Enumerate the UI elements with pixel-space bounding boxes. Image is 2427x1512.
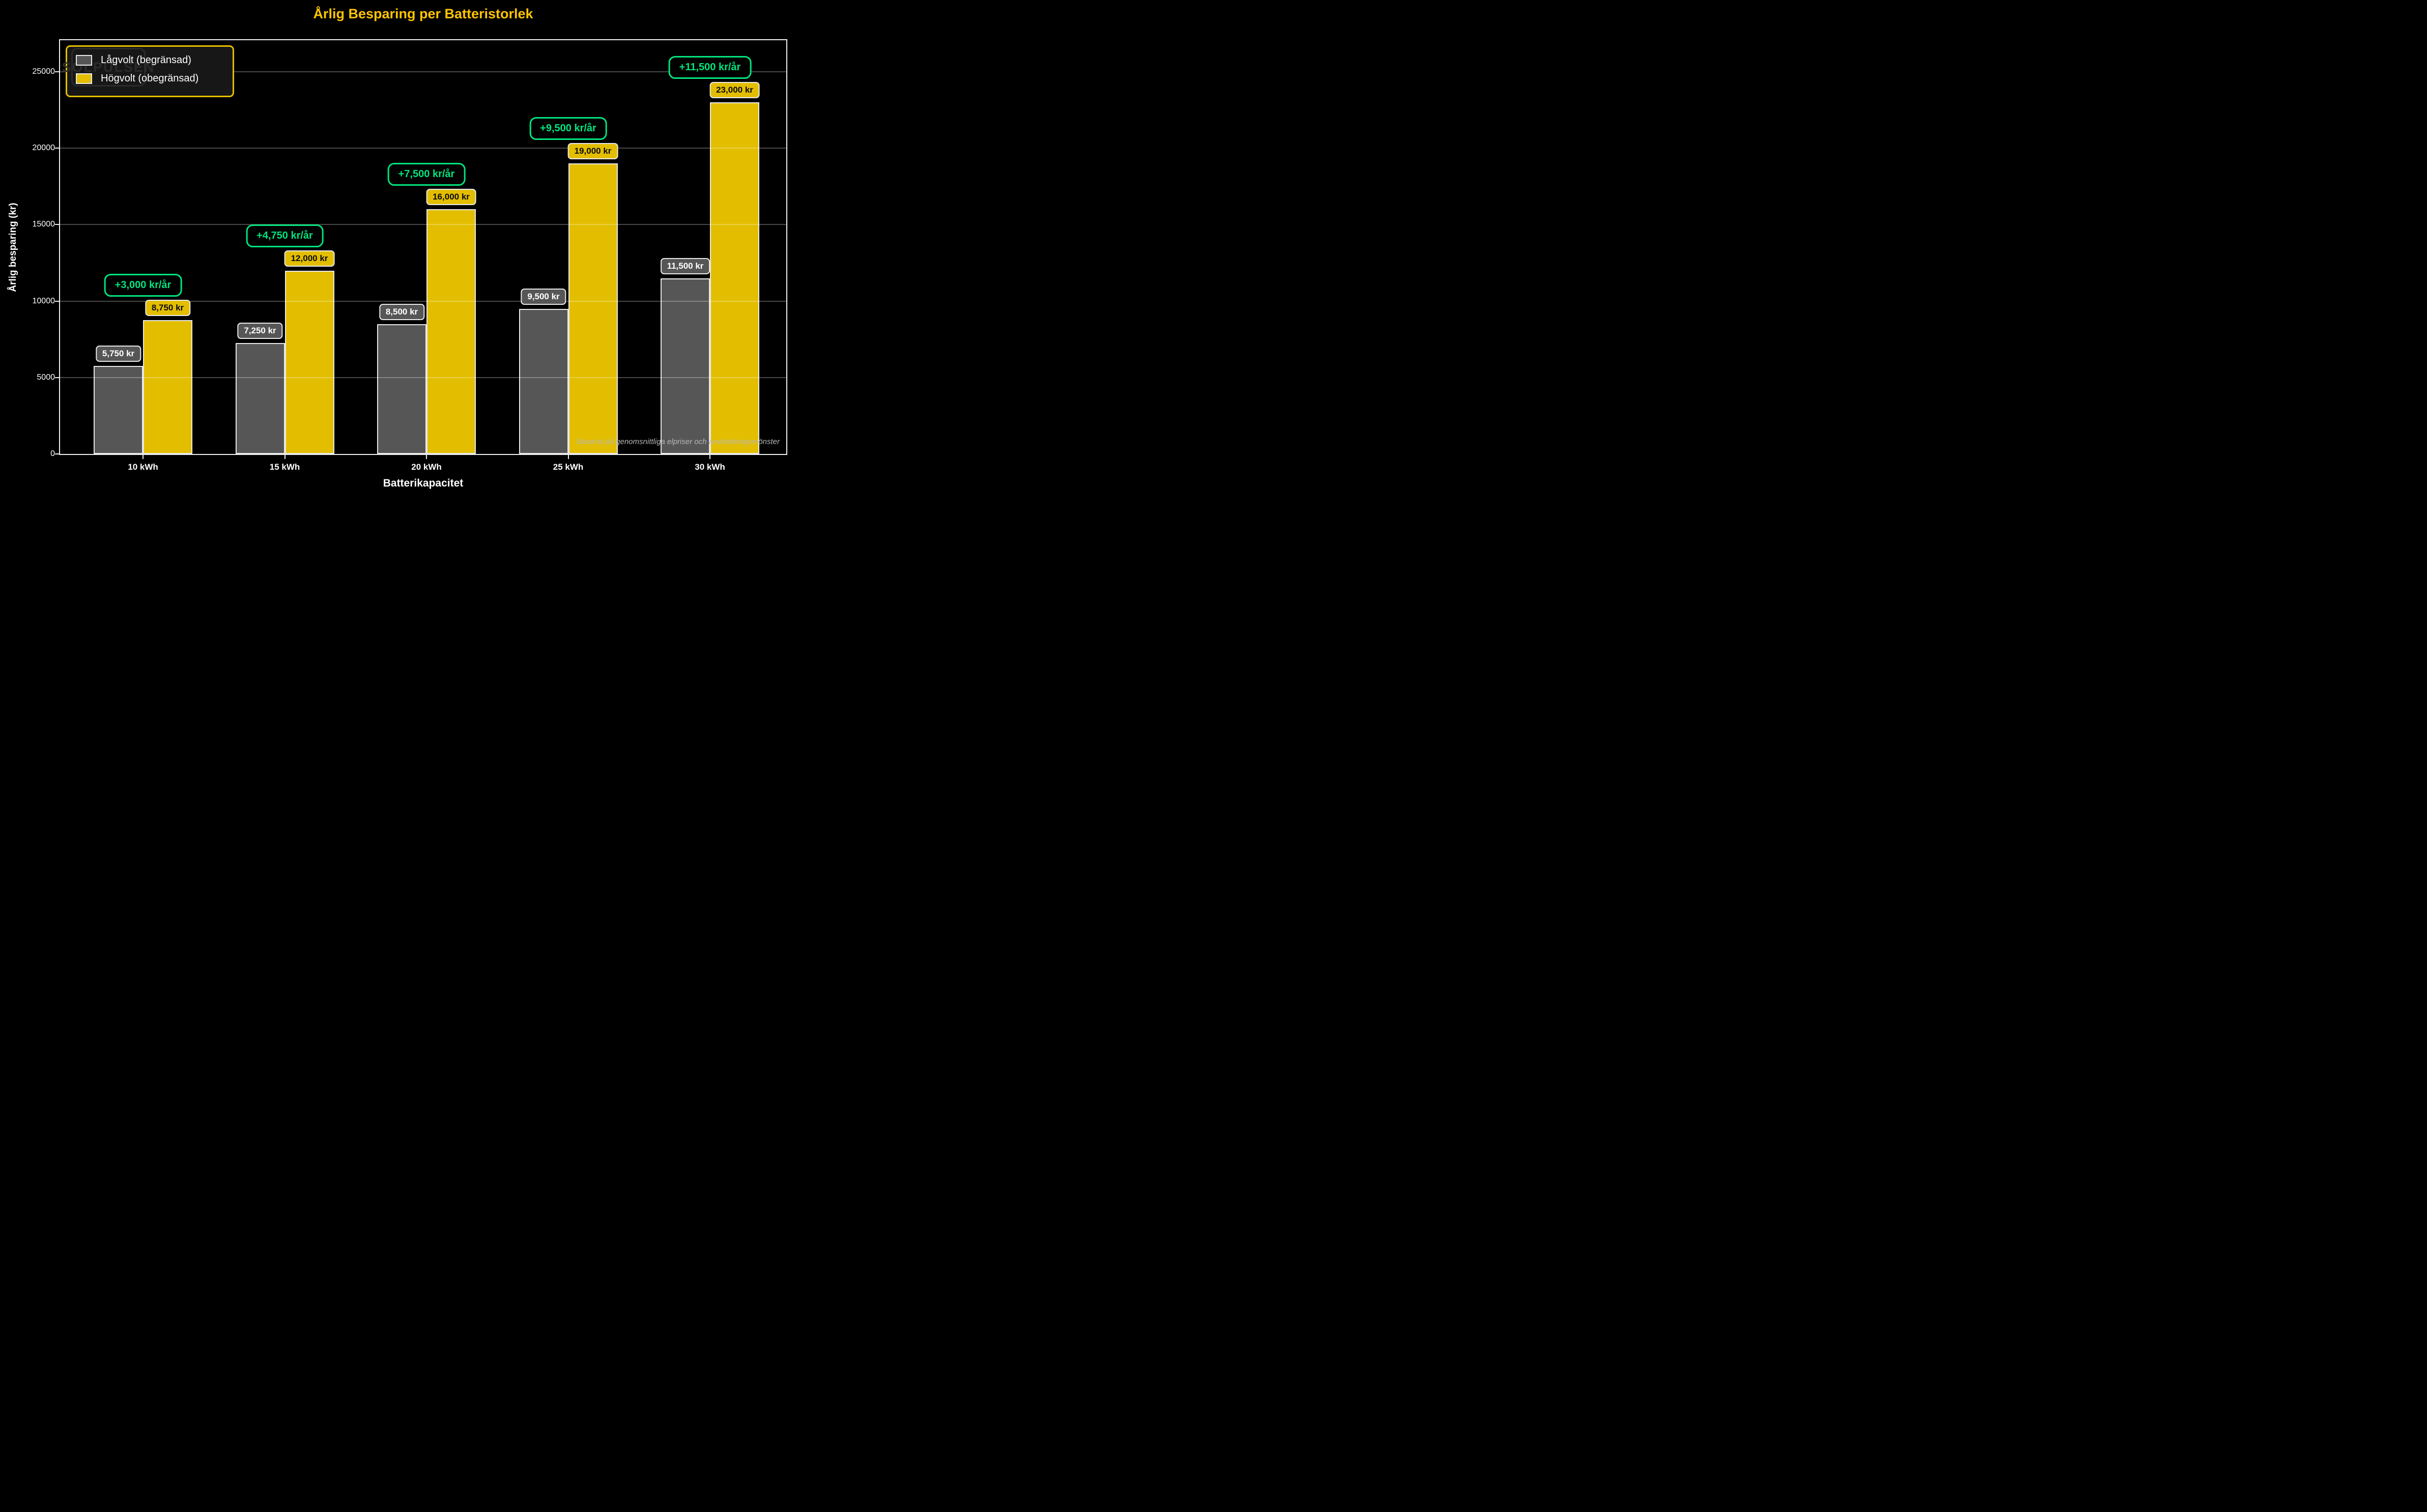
diff-badge: +3,000 kr/år [104,274,182,297]
gridline [60,377,786,378]
y-tick-mark [55,148,59,149]
figure: Årlig Besparing per Batteristorlek Årlig… [0,0,798,497]
value-label-lagvolt: 9,500 kr [521,288,566,305]
value-label-lagvolt: 11,500 kr [660,258,710,274]
bar-lagvolt-20 kWh [377,324,426,454]
legend-swatch-gray [76,55,92,66]
bar-hogvolt-10 kWh [143,320,192,454]
x-tick-mark [709,454,710,459]
value-label-hogvolt: 12,000 kr [284,250,335,267]
bar-lagvolt-15 kWh [235,343,285,454]
x-tick-label: 10 kWh [128,462,158,472]
y-tick-label: 20000 [32,144,55,153]
gridline [60,224,786,225]
legend-label: Lågvolt (begränsad) [101,54,191,66]
legend: Lågvolt (begränsad) Högvolt (obegränsad) [66,45,244,84]
gridline [60,148,786,149]
diff-badge: +7,500 kr/år [387,163,466,186]
gridline [60,71,786,72]
bar-lagvolt-30 kWh [661,278,710,454]
value-label-hogvolt: 8,750 kr [145,300,191,317]
diff-badge: +11,500 kr/år [668,56,752,79]
x-tick-mark [567,454,569,459]
value-label-lagvolt: 5,750 kr [95,346,141,362]
y-tick-label: 25000 [32,67,55,76]
x-tick-label: 30 kWh [695,462,725,472]
value-label-hogvolt: 19,000 kr [567,143,618,160]
bar-hogvolt-25 kWh [568,163,618,454]
value-label-hogvolt: 23,000 kr [709,82,760,99]
y-tick-label: 5000 [37,373,55,382]
x-tick-mark [142,454,144,459]
x-tick-label: 20 kWh [411,462,442,472]
y-tick-mark [55,377,59,378]
diff-badge: +9,500 kr/år [529,117,607,140]
y-axis-label: Årlig besparing (kr) [8,202,18,292]
legend-item-lagvolt: Lågvolt (begränsad) [76,54,244,66]
plot-area [59,39,787,455]
legend-item-hogvolt: Högvolt (obegränsad) [76,73,244,84]
diff-badge: +4,750 kr/år [246,224,324,247]
x-tick-mark [284,454,285,459]
value-label-lagvolt: 7,250 kr [237,323,283,339]
bar-lagvolt-10 kWh [94,366,143,454]
y-tick-label: 10000 [32,296,55,305]
legend-swatch-yellow [76,73,92,84]
gridline [60,300,786,302]
legend-label: Högvolt (obegränsad) [101,73,199,84]
x-tick-mark [426,454,427,459]
value-label-lagvolt: 8,500 kr [379,303,425,320]
bar-hogvolt-20 kWh [426,209,476,454]
bar-hogvolt-30 kWh [710,102,759,454]
value-label-hogvolt: 16,000 kr [426,189,476,206]
y-tick-label: 0 [50,449,55,458]
x-tick-label: 25 kWh [553,462,584,472]
y-tick-mark [55,71,59,72]
x-axis-label: Batterikapacitet [383,477,464,489]
watermark: SOLPULSEN [62,48,154,87]
chart-title: Årlig Besparing per Batteristorlek [313,6,533,21]
footnote: Baserat på genomsnittliga elpriser och a… [577,437,780,446]
y-tick-mark [55,300,59,302]
bar-hogvolt-15 kWh [284,270,334,454]
y-tick-mark [55,453,59,454]
legend-box [66,45,234,97]
bar-lagvolt-25 kWh [519,308,568,454]
y-tick-mark [55,224,59,225]
y-tick-label: 15000 [32,220,55,229]
x-tick-label: 15 kWh [269,462,300,472]
